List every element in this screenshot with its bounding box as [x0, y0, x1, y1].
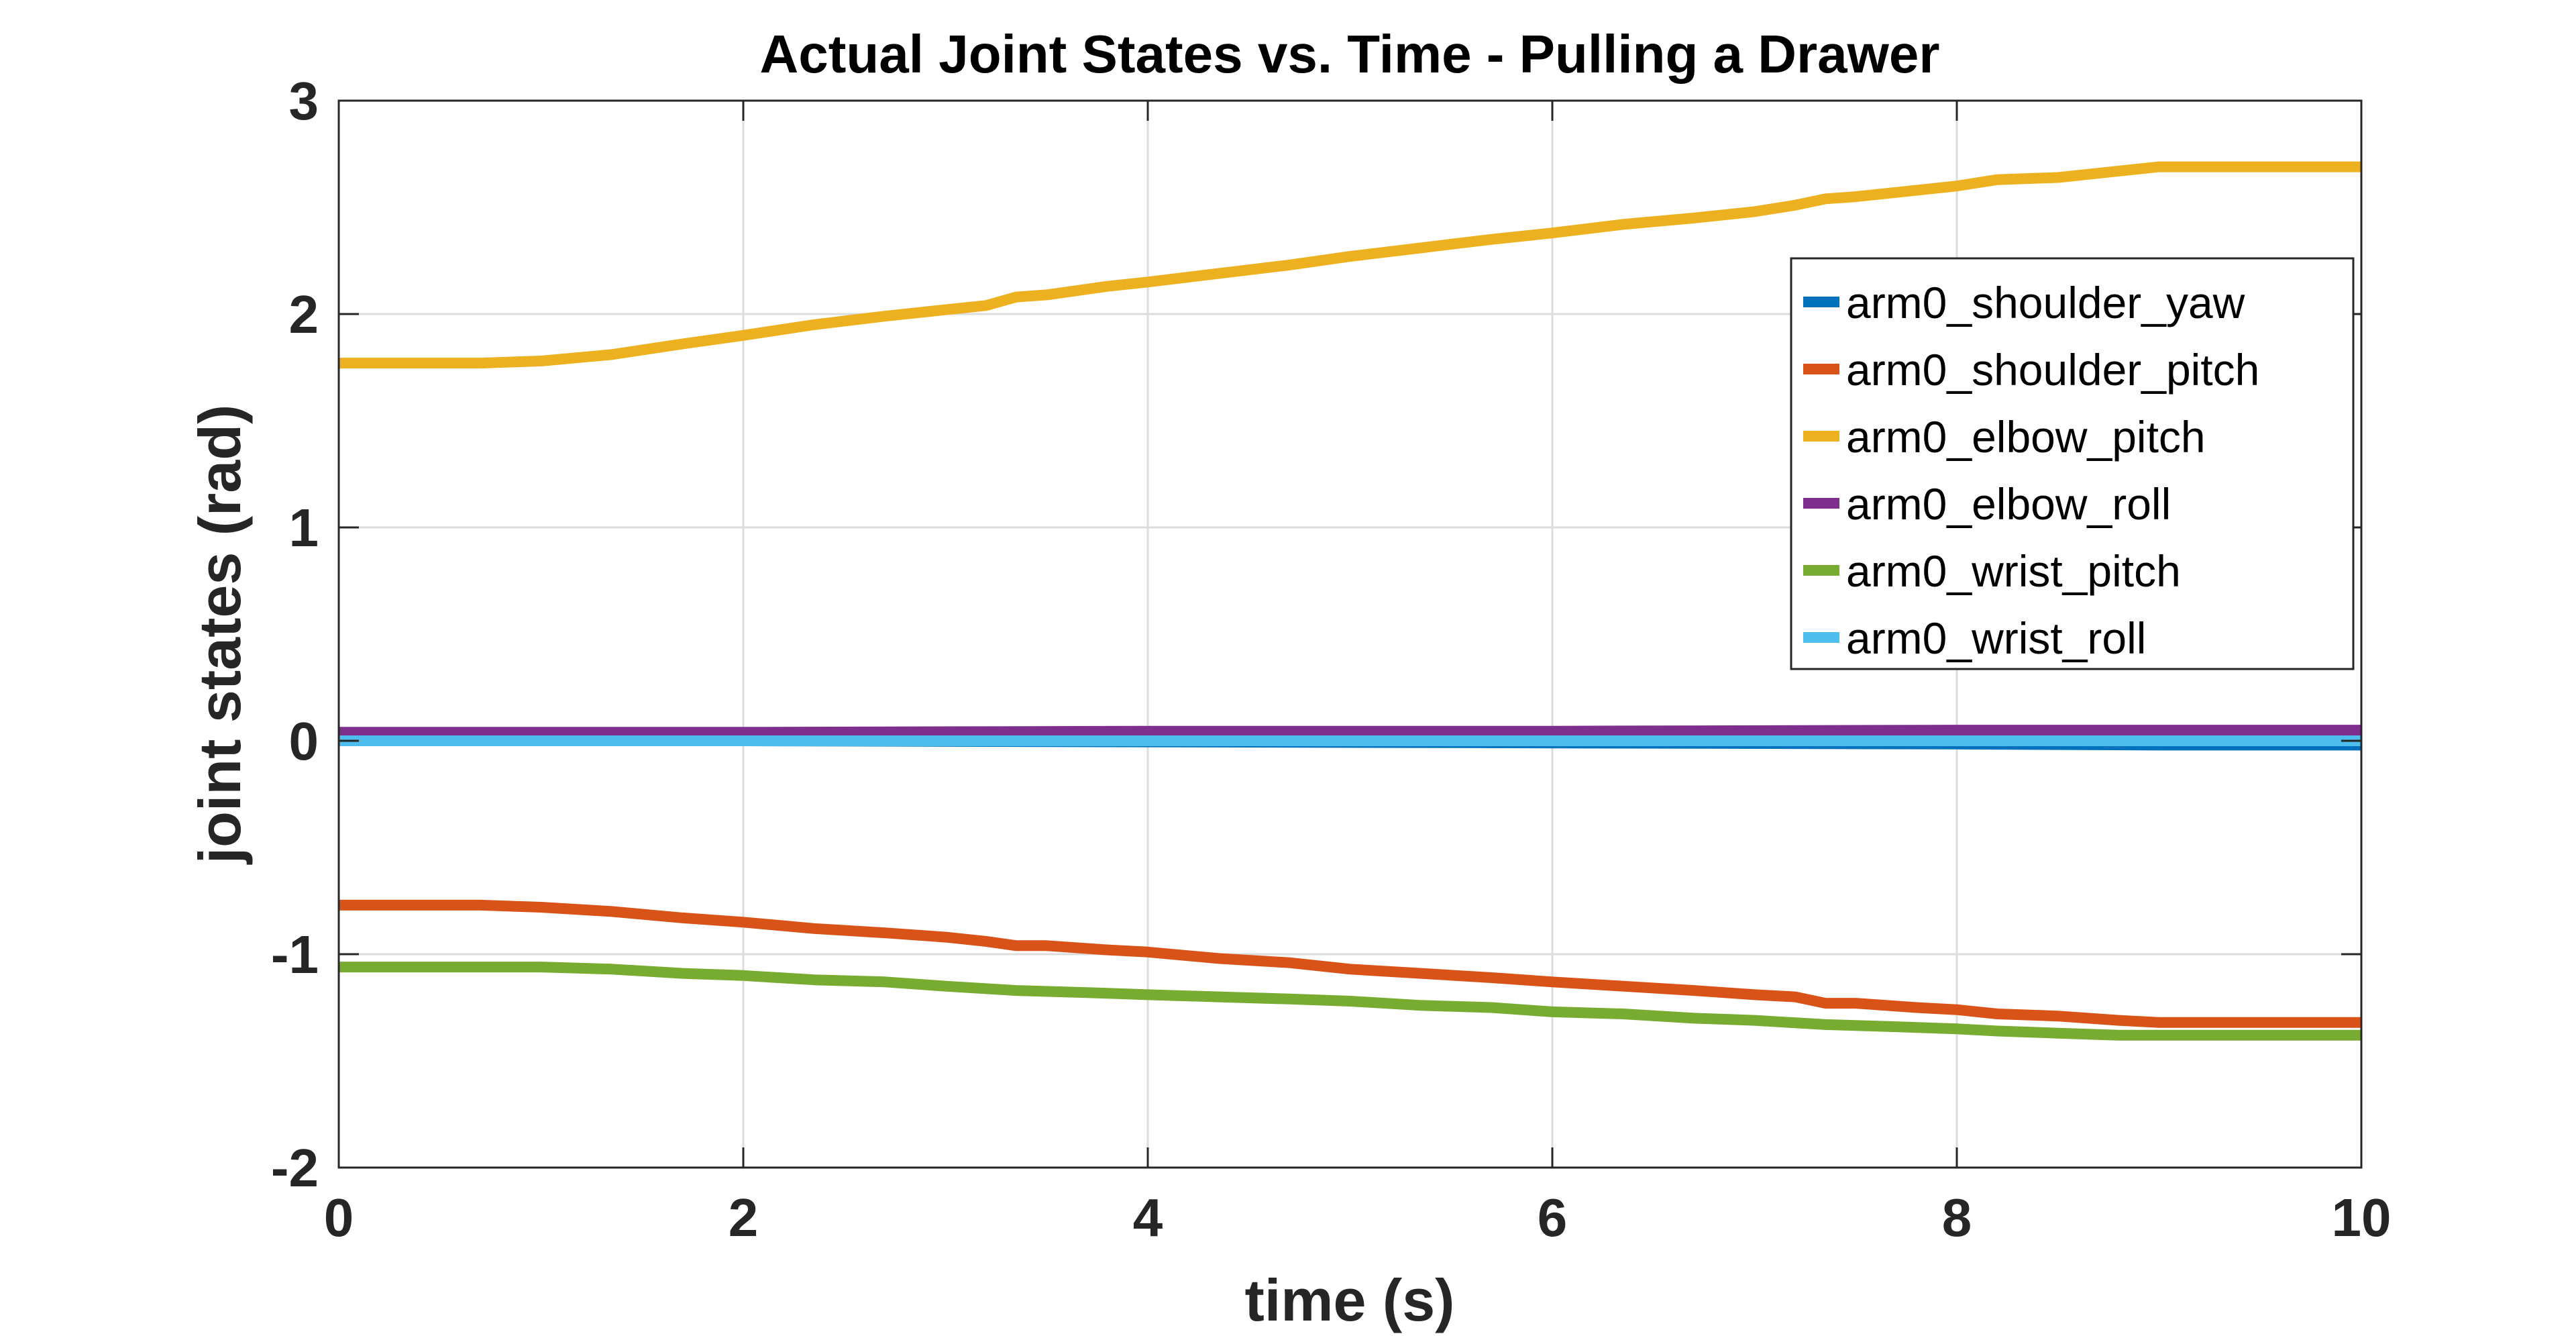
legend-label-arm0-elbow-roll: arm0_elbow_roll — [1846, 479, 2171, 529]
y-tick-label: -1 — [271, 925, 319, 984]
legend: arm0_shoulder_yaw arm0_shoulder_pitch arm0… — [1790, 257, 2355, 670]
legend-label-arm0-elbow-pitch: arm0_elbow_pitch — [1846, 412, 2206, 462]
x-tick-label: 10 — [2332, 1188, 2392, 1247]
chart-title: Actual Joint States vs. Time - Pulling a… — [759, 24, 1939, 84]
plot-frame — [337, 99, 2363, 1169]
legend-label-arm0-wrist-roll: arm0_wrist_roll — [1846, 613, 2146, 663]
x-tick-label: 6 — [1538, 1188, 1568, 1247]
series-line-arm0-elbow-roll — [339, 725, 2361, 738]
y-tick-label: -2 — [271, 1138, 319, 1198]
legend-label-arm0-wrist-pitch: arm0_wrist_pitch — [1846, 546, 2181, 596]
legend-box — [1790, 257, 2355, 670]
series-lines — [339, 161, 2361, 1041]
y-tick-label: 1 — [289, 498, 319, 558]
legend-label-arm0-shoulder-pitch: arm0_shoulder_pitch — [1846, 345, 2259, 395]
x-tick-label: 8 — [1942, 1188, 1972, 1247]
series-line-arm0-wrist-pitch — [339, 962, 2361, 1041]
x-axis-label: time (s) — [1245, 1267, 1455, 1333]
x-tick-label: 4 — [1133, 1188, 1163, 1247]
series-line-arm0-shoulder-pitch — [339, 899, 2361, 1028]
legend-items: arm0_shoulder_yaw arm0_shoulder_pitch arm0… — [1803, 278, 2259, 663]
y-tick-label: 0 — [289, 711, 319, 771]
x-tick-label: 0 — [324, 1188, 354, 1247]
legend-label-arm0-shoulder-yaw: arm0_shoulder_yaw — [1846, 278, 2245, 327]
y-tick-label: 3 — [289, 71, 319, 131]
series-line-arm0-elbow-pitch — [339, 161, 2361, 369]
y-axis-label: joint states (rad) — [186, 405, 253, 866]
y-tick-label: 2 — [289, 285, 319, 344]
tick-labels: 0 2 4 6 8 10 -2 -1 0 1 2 3 — [271, 71, 2392, 1247]
x-tick-label: 2 — [729, 1188, 759, 1247]
